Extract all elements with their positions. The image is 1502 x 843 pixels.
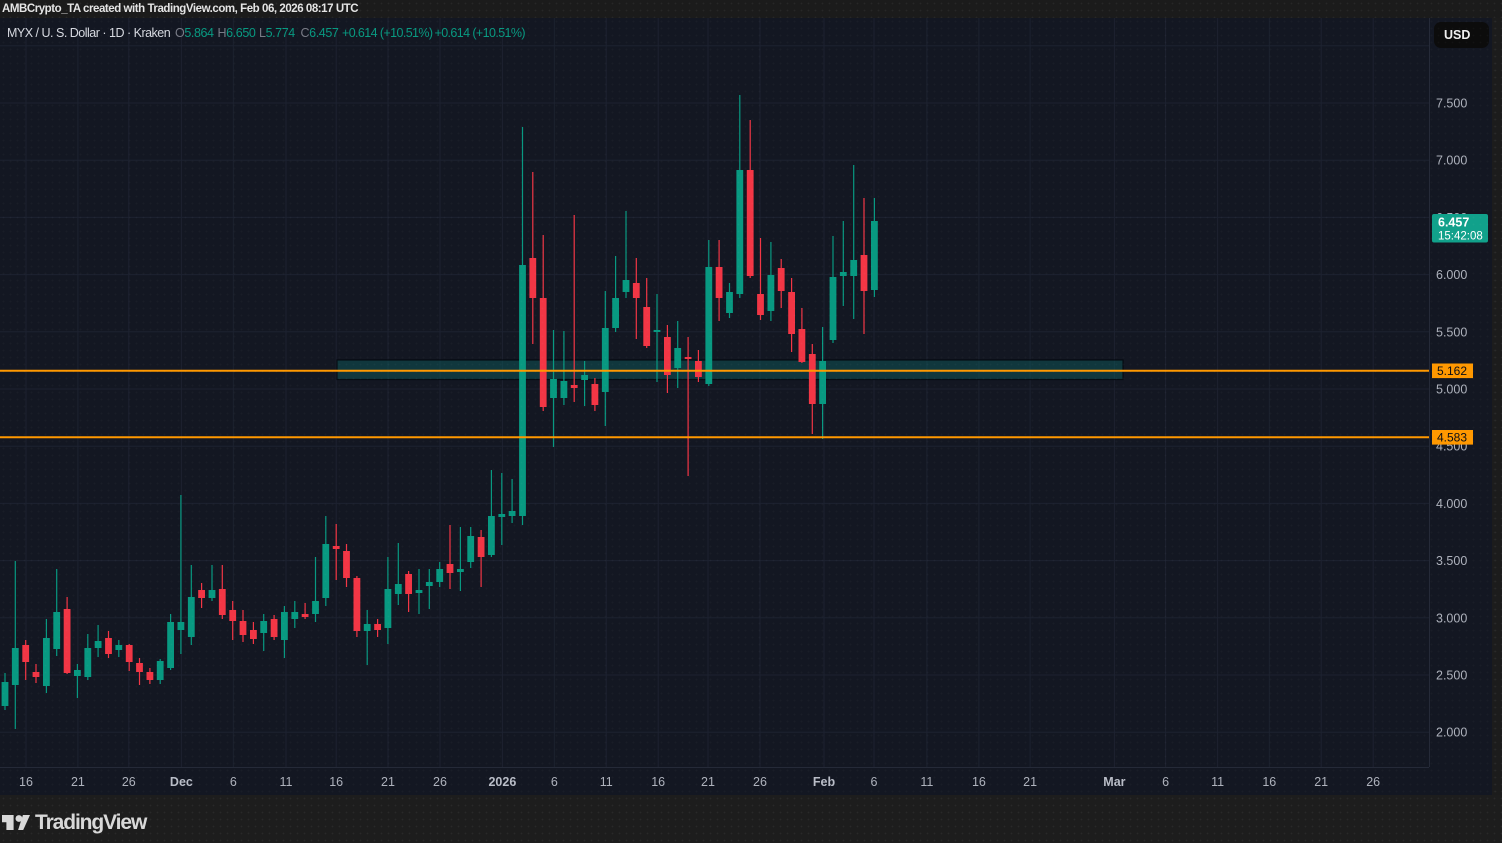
svg-text:6: 6 xyxy=(551,775,558,789)
svg-text:16: 16 xyxy=(19,775,33,789)
svg-text:16: 16 xyxy=(651,775,665,789)
svg-text:21: 21 xyxy=(381,775,395,789)
svg-text:2.000: 2.000 xyxy=(1436,726,1467,740)
svg-text:16: 16 xyxy=(1262,775,1276,789)
svg-text:2.500: 2.500 xyxy=(1436,669,1467,683)
svg-text:15:42:08: 15:42:08 xyxy=(1438,231,1483,243)
svg-text:16: 16 xyxy=(329,775,343,789)
svg-text:3.000: 3.000 xyxy=(1436,611,1467,625)
svg-text:16: 16 xyxy=(972,775,986,789)
svg-text:3.500: 3.500 xyxy=(1436,554,1467,568)
svg-text:2026: 2026 xyxy=(488,775,516,789)
svg-text:4.000: 4.000 xyxy=(1436,497,1467,511)
svg-text:7.500: 7.500 xyxy=(1436,97,1467,111)
svg-text:6: 6 xyxy=(1162,775,1169,789)
svg-text:26: 26 xyxy=(1366,775,1380,789)
svg-text:11: 11 xyxy=(920,775,933,789)
svg-text:21: 21 xyxy=(701,775,715,789)
svg-text:Feb: Feb xyxy=(813,775,836,789)
svg-text:Mar: Mar xyxy=(1103,775,1125,789)
svg-text:26: 26 xyxy=(753,775,767,789)
svg-text:5.500: 5.500 xyxy=(1436,325,1467,339)
svg-text:21: 21 xyxy=(71,775,85,789)
svg-text:5.000: 5.000 xyxy=(1436,383,1467,397)
svg-text:21: 21 xyxy=(1314,775,1328,789)
svg-text:6.000: 6.000 xyxy=(1436,268,1467,282)
svg-text:6.457: 6.457 xyxy=(1438,216,1469,230)
svg-text:6: 6 xyxy=(871,775,878,789)
svg-text:4.583: 4.583 xyxy=(1437,431,1467,445)
svg-text:6: 6 xyxy=(230,775,237,789)
svg-text:26: 26 xyxy=(433,775,447,789)
svg-text:7.000: 7.000 xyxy=(1436,154,1467,168)
svg-text:Dec: Dec xyxy=(170,775,193,789)
svg-text:11: 11 xyxy=(280,775,293,789)
svg-text:26: 26 xyxy=(122,775,136,789)
svg-text:11: 11 xyxy=(1211,775,1224,789)
svg-text:11: 11 xyxy=(600,775,613,789)
svg-text:5.162: 5.162 xyxy=(1437,364,1467,378)
svg-text:21: 21 xyxy=(1023,775,1037,789)
